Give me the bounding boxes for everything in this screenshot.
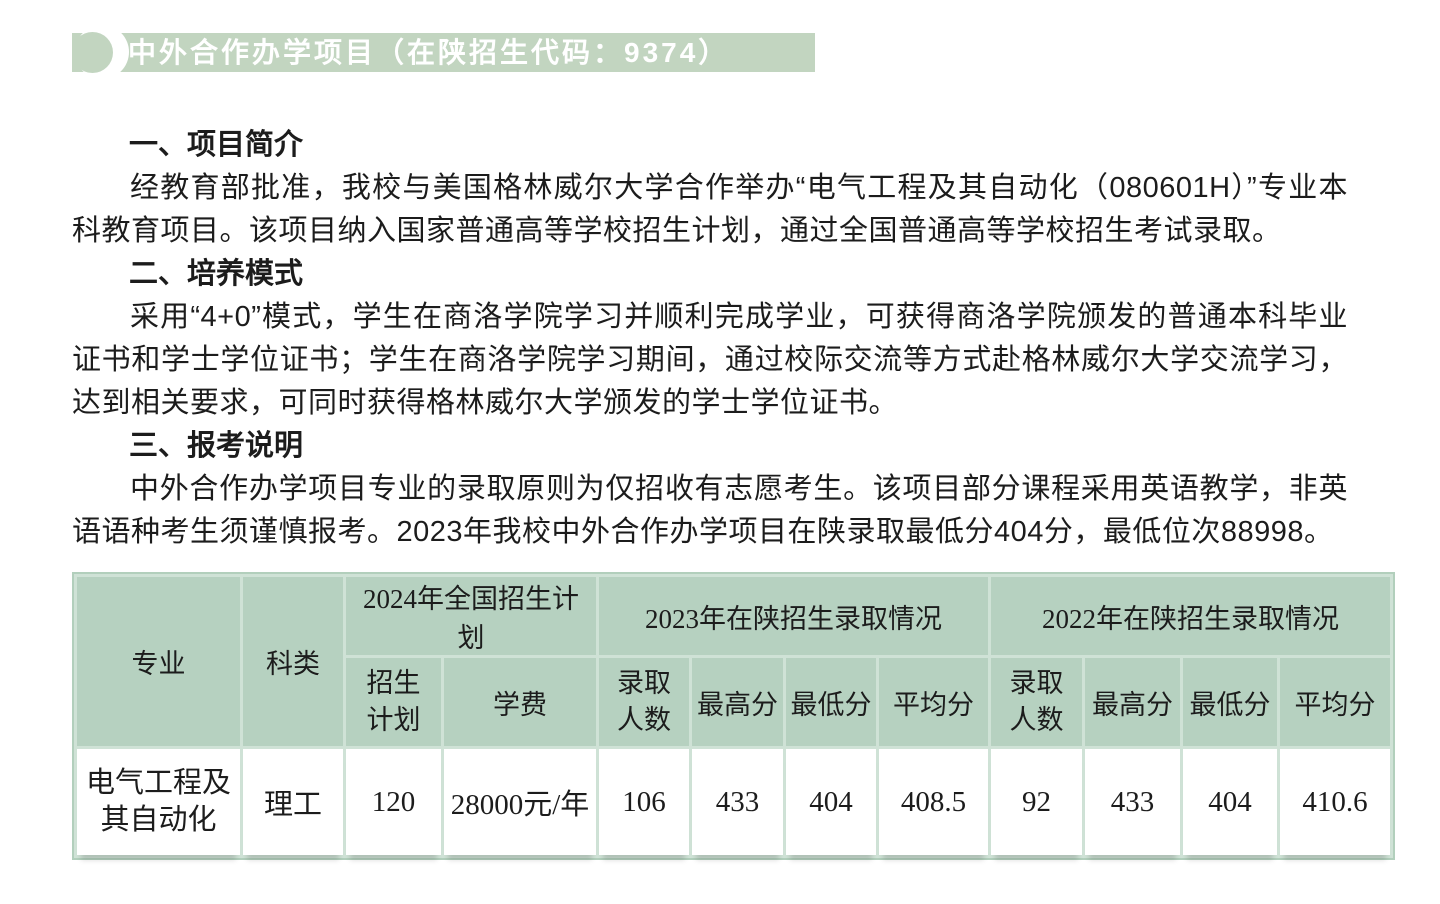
- cell-major-name: 电气工程及 其自动化: [77, 749, 240, 855]
- col-header-major: 专业: [77, 577, 240, 746]
- cell-2022-max-score: 433: [1085, 749, 1180, 855]
- cell-tuition: 28000元/年: [444, 749, 596, 855]
- col-header-2023-min-score: 最低分: [786, 658, 876, 746]
- cell-2022-avg-score: 410.6: [1280, 749, 1390, 855]
- table-data-row: 电气工程及 其自动化 理工 120 28000元/年 106 433 404 4…: [77, 749, 1390, 855]
- cell-plan-count: 120: [346, 749, 441, 855]
- section-paragraph-intro: 经教育部批准，我校与美国格林威尔大学合作举办“电气工程及其自动化（080601H…: [72, 172, 1348, 247]
- group-header-2023-admission: 2023年在陕招生录取情况: [599, 577, 988, 655]
- cell-2023-min-score: 404: [786, 749, 876, 855]
- col-header-2022-avg-score: 平均分: [1280, 658, 1390, 746]
- document-content: 一、项目简介 经教育部批准，我校与美国格林威尔大学合作举办“电气工程及其自动化（…: [72, 124, 1395, 860]
- banner-title: 中外合作办学项目（在陕招生代码：9374）: [128, 37, 730, 68]
- cell-2022-min-score: 404: [1183, 749, 1277, 855]
- table-group-header-row: 专业 科类 2024年全国招生计划 2023年在陕招生录取情况 2022年在陕招…: [77, 577, 1390, 746]
- col-header-2022-max-score: 最高分: [1085, 658, 1180, 746]
- banner-background: [72, 33, 815, 72]
- col-header-category: 科类: [243, 577, 343, 746]
- cell-2023-max-score: 433: [692, 749, 783, 855]
- admissions-table: 专业 科类 2024年全国招生计划 2023年在陕招生录取情况 2022年在陕招…: [72, 572, 1395, 860]
- section-heading-application-notes: 三、报考说明: [129, 430, 304, 462]
- section-paragraph-application-notes: 中外合作办学项目专业的录取原则为仅招收有志愿考生。该项目部分课程采用英语教学，非…: [72, 473, 1348, 548]
- section-heading-training-mode: 二、培养模式: [129, 258, 304, 290]
- col-header-2023-admitted: 录取 人数: [599, 658, 689, 746]
- col-header-plan-count: 招生 计划: [346, 658, 441, 746]
- col-header-2022-admitted: 录取 人数: [991, 658, 1082, 746]
- col-header-2023-max-score: 最高分: [692, 658, 783, 746]
- col-header-tuition: 学费: [444, 658, 596, 746]
- section-heading-intro: 一、项目简介: [129, 129, 304, 161]
- cell-2023-avg-score: 408.5: [879, 749, 988, 855]
- section-paragraph-training-mode: 采用“4+0”模式，学生在商洛学院学习并顺利完成学业，可获得商洛学院颁发的普通本…: [72, 301, 1348, 419]
- banner-circle-icon: [72, 32, 113, 73]
- cell-2023-admitted: 106: [599, 749, 689, 855]
- group-header-2024-plan: 2024年全国招生计划: [346, 577, 596, 655]
- group-header-2022-admission: 2022年在陕招生录取情况: [991, 577, 1390, 655]
- cell-2022-admitted: 92: [991, 749, 1082, 855]
- cell-category: 理工: [243, 749, 343, 855]
- section-banner: 中外合作办学项目（在陕招生代码：9374）: [72, 25, 815, 79]
- col-header-2022-min-score: 最低分: [1183, 658, 1277, 746]
- table-sub-header-row: 招生 计划 学费 录取 人数 最高分 最低分 平均分 录取 人数 最高分 最低分…: [77, 658, 1390, 746]
- col-header-2023-avg-score: 平均分: [879, 658, 988, 746]
